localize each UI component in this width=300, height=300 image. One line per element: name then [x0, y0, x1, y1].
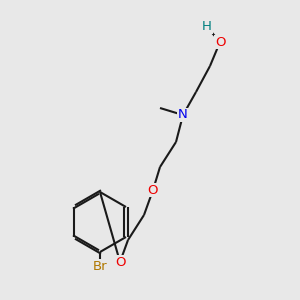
Text: N: N: [178, 109, 188, 122]
Text: O: O: [215, 35, 225, 49]
Text: O: O: [148, 184, 158, 196]
Text: O: O: [115, 256, 125, 268]
Text: Br: Br: [93, 260, 107, 272]
Text: H: H: [202, 20, 212, 34]
